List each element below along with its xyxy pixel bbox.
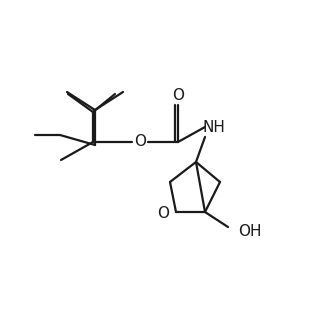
Text: O: O bbox=[157, 206, 169, 220]
Text: O: O bbox=[134, 135, 146, 149]
Text: NH: NH bbox=[203, 119, 225, 135]
Text: OH: OH bbox=[238, 224, 262, 240]
Text: O: O bbox=[172, 87, 184, 103]
